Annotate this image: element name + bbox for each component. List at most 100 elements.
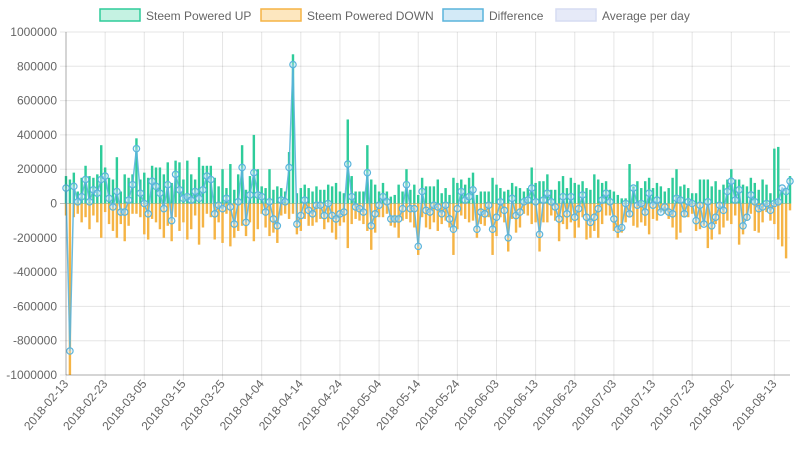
bar-down bbox=[659, 203, 663, 213]
difference-point bbox=[336, 209, 344, 218]
bar-up bbox=[593, 174, 596, 204]
difference-point bbox=[167, 216, 176, 225]
difference-point bbox=[332, 215, 340, 223]
difference-point bbox=[234, 197, 242, 206]
bar-down bbox=[197, 203, 201, 245]
bar-down bbox=[546, 203, 549, 223]
difference-point bbox=[277, 196, 286, 204]
difference-point bbox=[700, 220, 708, 228]
difference-point bbox=[594, 204, 603, 213]
difference-point bbox=[704, 197, 712, 206]
difference-point bbox=[676, 196, 685, 204]
difference-point bbox=[610, 215, 618, 223]
difference-point bbox=[766, 206, 775, 215]
bar-up bbox=[507, 189, 510, 204]
difference-point bbox=[469, 185, 477, 194]
difference-point bbox=[453, 204, 462, 213]
difference-point bbox=[109, 203, 117, 211]
bar-down bbox=[526, 203, 530, 216]
difference-point bbox=[668, 209, 677, 218]
series-steem-powered-down bbox=[64, 203, 792, 375]
difference-point bbox=[723, 187, 732, 196]
bar-up bbox=[190, 174, 193, 204]
bar-down bbox=[346, 203, 349, 249]
difference-point bbox=[160, 204, 168, 213]
bar-up bbox=[186, 160, 189, 204]
legend-item-1[interactable]: Steem Powered DOWN bbox=[260, 8, 434, 23]
bar-up bbox=[651, 188, 655, 204]
bar-down bbox=[225, 203, 228, 214]
difference-point bbox=[567, 192, 575, 201]
difference-point bbox=[66, 347, 74, 355]
bar-up bbox=[624, 198, 627, 204]
bar-up bbox=[233, 189, 236, 204]
series-difference bbox=[62, 60, 794, 355]
bar-up bbox=[432, 186, 436, 204]
difference-point bbox=[101, 172, 109, 180]
bar-up bbox=[667, 188, 670, 204]
bar-down bbox=[463, 203, 467, 219]
bar-down bbox=[354, 203, 357, 219]
bar-down bbox=[726, 203, 729, 221]
difference-point bbox=[743, 213, 751, 222]
difference-point bbox=[715, 201, 724, 210]
bar-down bbox=[221, 203, 224, 243]
bar-down bbox=[534, 203, 537, 223]
bar-down bbox=[608, 203, 612, 216]
difference-point bbox=[324, 199, 333, 208]
difference-point bbox=[508, 194, 516, 203]
difference-point bbox=[343, 160, 352, 168]
bar-up bbox=[722, 184, 725, 204]
bar-up bbox=[683, 184, 686, 204]
difference-point bbox=[719, 206, 728, 215]
series-steem-powered-up bbox=[64, 54, 792, 204]
difference-point bbox=[770, 199, 779, 208]
y-tick-label: 600000 bbox=[17, 94, 57, 108]
difference-point bbox=[449, 225, 458, 234]
bar-up bbox=[158, 167, 162, 204]
difference-point bbox=[351, 203, 360, 211]
bar-up bbox=[182, 179, 185, 204]
bar-down bbox=[334, 203, 338, 240]
legend-item-0[interactable]: Steem Powered UP bbox=[99, 8, 251, 23]
bar-up bbox=[346, 119, 349, 204]
bar-down bbox=[784, 203, 788, 259]
difference-point bbox=[657, 208, 665, 216]
bar-up bbox=[655, 182, 659, 204]
bar-up bbox=[303, 184, 306, 204]
bar-up bbox=[581, 181, 584, 204]
legend-swatch bbox=[555, 8, 597, 22]
bar-up bbox=[710, 186, 713, 204]
bar-down bbox=[616, 203, 620, 238]
bar-down bbox=[640, 203, 643, 223]
bar-up bbox=[205, 165, 209, 204]
bar-down bbox=[679, 203, 682, 233]
bar-up bbox=[103, 167, 107, 204]
bar-down bbox=[675, 203, 678, 240]
difference-point bbox=[574, 204, 583, 213]
bar-up bbox=[518, 188, 522, 204]
difference-point bbox=[547, 197, 556, 206]
legend-label: Average per day bbox=[602, 9, 690, 23]
bar-down bbox=[663, 203, 666, 214]
bar-up bbox=[647, 177, 651, 204]
bar-up bbox=[600, 182, 604, 204]
difference-point bbox=[782, 187, 790, 196]
difference-point bbox=[163, 180, 172, 189]
difference-point bbox=[422, 206, 430, 215]
difference-point bbox=[645, 189, 653, 198]
bar-up bbox=[741, 184, 745, 204]
bar-up bbox=[542, 181, 545, 204]
difference-point bbox=[504, 234, 513, 242]
bar-down bbox=[561, 203, 565, 225]
legend-item-2[interactable]: Difference bbox=[442, 8, 544, 23]
bar-down bbox=[624, 203, 627, 223]
legend-item-3[interactable]: Average per day bbox=[555, 8, 690, 23]
bar-up bbox=[166, 162, 169, 204]
bar-up bbox=[444, 188, 447, 204]
difference-point bbox=[539, 196, 548, 204]
difference-point bbox=[265, 197, 274, 206]
bar-down bbox=[773, 203, 776, 225]
bar-up bbox=[213, 177, 216, 204]
bar-up bbox=[514, 186, 518, 204]
